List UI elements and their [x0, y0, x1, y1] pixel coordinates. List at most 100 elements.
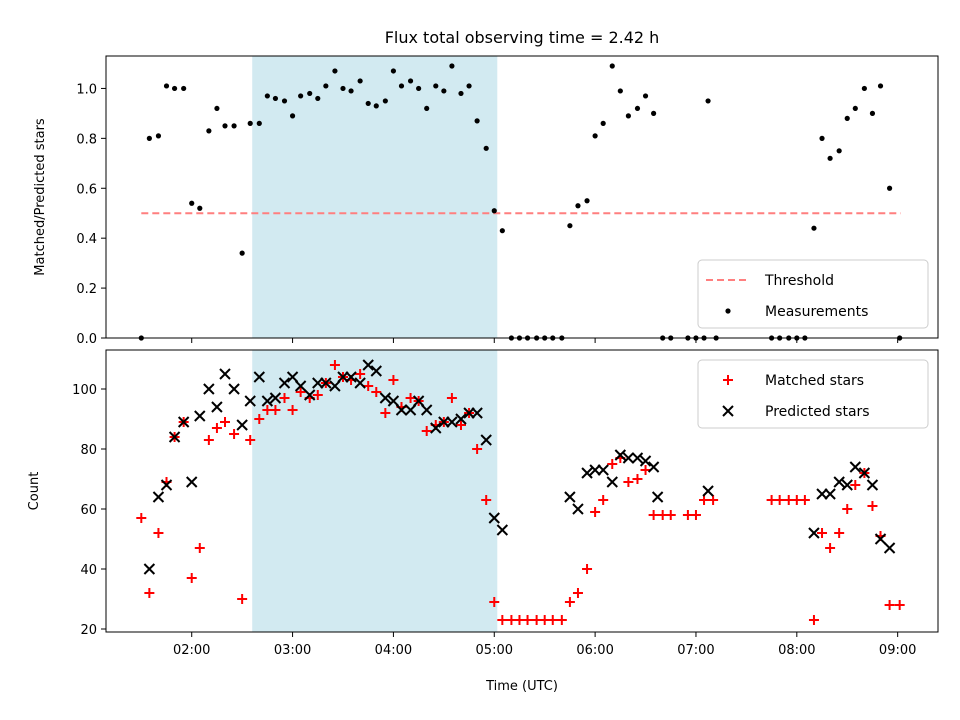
data-point [315, 95, 321, 102]
data-point [858, 467, 871, 479]
data-point [582, 564, 593, 574]
data-point [279, 393, 290, 403]
data-point [867, 501, 878, 511]
data-point [606, 476, 618, 488]
data-point [219, 368, 231, 380]
y-tick-label: 0.2 [76, 282, 97, 297]
data-point [648, 510, 659, 520]
data-point [774, 495, 785, 505]
x-tick-label: 02:00 [173, 643, 210, 658]
data-point [320, 377, 332, 389]
data-point [390, 68, 397, 74]
data-point [181, 85, 187, 92]
data-point [355, 369, 366, 379]
data-point [874, 533, 887, 545]
data-point [488, 512, 500, 524]
data-point [631, 452, 644, 464]
data-point [841, 479, 853, 491]
data-point [556, 615, 567, 625]
data-point [286, 371, 299, 383]
data-point [143, 563, 156, 575]
data-point [194, 410, 206, 422]
legend-marker [725, 308, 731, 314]
data-point [592, 133, 598, 139]
y-tick-label: 0.4 [76, 232, 97, 247]
data-point [584, 198, 590, 204]
data-point [600, 120, 606, 126]
data-point [708, 495, 719, 505]
data-point [348, 88, 354, 94]
legend-label: Matched stars [765, 373, 864, 389]
data-point [405, 393, 416, 403]
data-point [564, 491, 576, 503]
data-point [163, 83, 170, 89]
data-point [665, 510, 676, 520]
data-point [491, 208, 497, 214]
data-point [842, 504, 853, 514]
data-point [395, 404, 408, 416]
x-axis-label: Time (UTC) [485, 679, 558, 694]
data-point [371, 387, 382, 397]
data-point [458, 90, 464, 97]
data-point [194, 543, 205, 553]
data-point [849, 461, 862, 473]
legend: Threshold Measurements [697, 259, 929, 329]
data-point [379, 392, 392, 404]
data-point [363, 381, 374, 391]
data-point [474, 118, 480, 124]
data-point [214, 105, 220, 112]
data-point [329, 360, 340, 370]
data-point [852, 105, 858, 112]
data-point [496, 524, 509, 536]
data-point [247, 120, 253, 126]
data-point [420, 404, 433, 416]
data-point [472, 444, 483, 454]
data-point [177, 416, 190, 428]
data-point [869, 110, 876, 116]
data-point [614, 449, 627, 461]
legend-label: Threshold [764, 273, 834, 289]
data-point [481, 495, 492, 505]
data-point [298, 93, 304, 99]
data-point [433, 83, 439, 89]
y-axis-label: Matched/Predicted stars [33, 118, 48, 276]
data-point [567, 223, 573, 229]
legend-box [697, 259, 929, 329]
chart-title: Flux total observing time = 2.42 h [385, 28, 660, 47]
data-point [197, 205, 203, 211]
data-point [705, 98, 711, 104]
data-point [836, 148, 842, 154]
data-point [819, 135, 825, 141]
data-point [289, 113, 296, 119]
data-point [808, 527, 820, 539]
data-point [152, 491, 165, 503]
data-point [357, 78, 363, 84]
data-point [189, 200, 195, 206]
data-point [702, 485, 714, 497]
y-tick-label: 20 [80, 623, 97, 638]
data-point [483, 145, 489, 151]
data-point [382, 98, 388, 104]
data-point [640, 465, 651, 475]
data-point [171, 85, 178, 92]
data-point [834, 528, 845, 538]
data-point [647, 461, 660, 473]
data-point [155, 133, 162, 139]
data-point [827, 155, 833, 161]
data-point [398, 83, 405, 89]
data-point [168, 431, 181, 443]
legend-box [697, 359, 929, 429]
data-point [547, 615, 558, 625]
data-point [256, 120, 262, 126]
data-point [825, 543, 836, 553]
data-point [622, 452, 635, 464]
data-point [607, 459, 618, 469]
data-point [312, 390, 323, 400]
data-point [817, 528, 828, 538]
data-point [220, 417, 231, 427]
data-point [572, 588, 583, 598]
data-point [699, 495, 710, 505]
data-point [634, 105, 641, 112]
data-point [466, 83, 472, 89]
data-point [441, 88, 447, 94]
